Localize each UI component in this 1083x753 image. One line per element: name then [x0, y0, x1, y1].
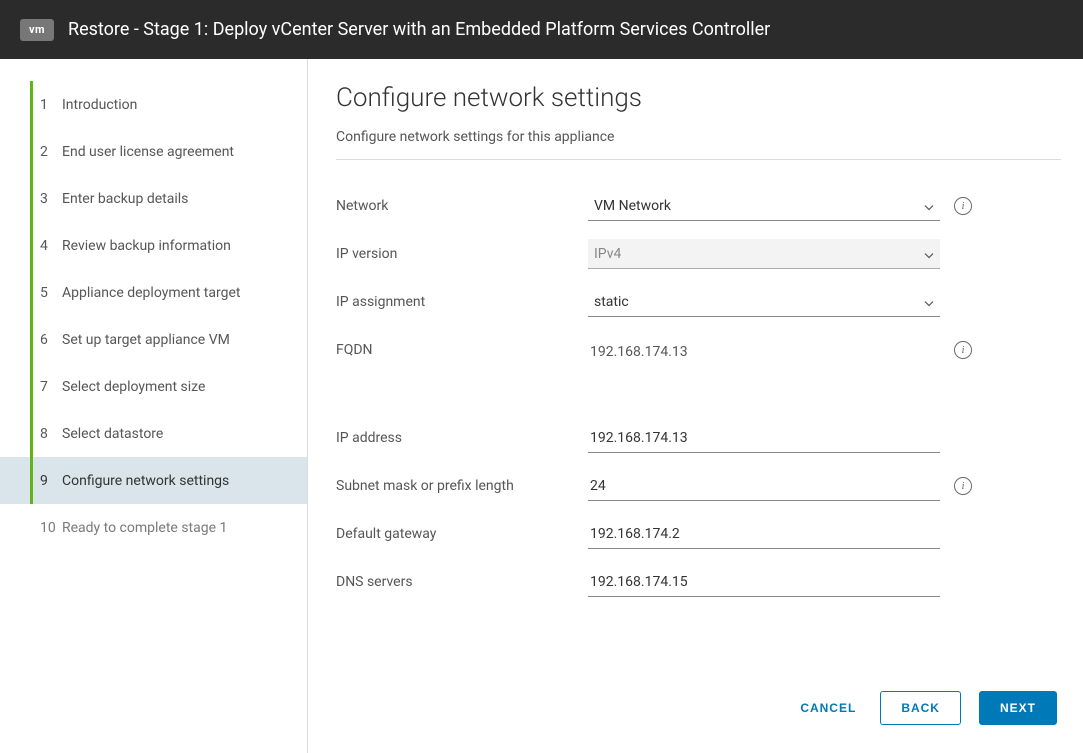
- step-number: 6: [40, 332, 62, 348]
- back-button[interactable]: BACK: [880, 691, 961, 725]
- info-icon[interactable]: i: [954, 341, 972, 359]
- dns-label: DNS servers: [336, 574, 588, 590]
- step-backup-details[interactable]: 3 Enter backup details: [0, 175, 307, 222]
- wizard-steps-sidebar: 1 Introduction 2 End user license agreem…: [0, 59, 308, 753]
- fqdn-label: FQDN: [336, 342, 588, 358]
- step-number: 10: [40, 520, 62, 536]
- gateway-label: Default gateway: [336, 526, 588, 542]
- field-ip-version: IP version IPv4: [336, 230, 1061, 278]
- ip-address-label: IP address: [336, 430, 588, 446]
- fqdn-value: 192.168.174.13: [588, 344, 690, 360]
- step-datastore[interactable]: 8 Select datastore: [0, 410, 307, 457]
- ip-assignment-select[interactable]: static: [588, 287, 940, 317]
- next-button[interactable]: NEXT: [979, 691, 1057, 725]
- gateway-input[interactable]: [588, 519, 940, 549]
- wizard-content: Configure network settings Configure net…: [308, 59, 1083, 753]
- step-label: Select deployment size: [62, 379, 307, 395]
- step-eula[interactable]: 2 End user license agreement: [0, 128, 307, 175]
- field-subnet: Subnet mask or prefix length i: [336, 462, 1061, 510]
- network-label: Network: [336, 198, 588, 214]
- ip-assignment-label: IP assignment: [336, 294, 588, 310]
- step-number: 8: [40, 426, 62, 442]
- wizard-footer: CANCEL BACK NEXT: [336, 673, 1061, 753]
- step-label: Select datastore: [62, 426, 307, 442]
- field-dns: DNS servers: [336, 558, 1061, 606]
- step-label: Ready to complete stage 1: [62, 520, 307, 536]
- step-ready-complete: 10 Ready to complete stage 1: [0, 504, 307, 551]
- ip-address-input[interactable]: [588, 423, 940, 453]
- dns-input[interactable]: [588, 567, 940, 597]
- step-deployment-target[interactable]: 5 Appliance deployment target: [0, 269, 307, 316]
- wizard-title: Restore - Stage 1: Deploy vCenter Server…: [68, 19, 770, 40]
- info-icon[interactable]: i: [954, 477, 972, 495]
- step-introduction[interactable]: 1 Introduction: [0, 81, 307, 128]
- step-label: Enter backup details: [62, 191, 307, 207]
- step-target-vm[interactable]: 6 Set up target appliance VM: [0, 316, 307, 363]
- step-label: Configure network settings: [62, 473, 307, 489]
- step-number: 4: [40, 238, 62, 254]
- ip-version-label: IP version: [336, 246, 588, 262]
- network-settings-form: Network VM Network i IP version IPv4: [336, 160, 1061, 606]
- step-label: Appliance deployment target: [62, 285, 307, 301]
- step-network-settings[interactable]: 9 Configure network settings: [0, 457, 307, 504]
- info-icon[interactable]: i: [954, 197, 972, 215]
- step-label: Set up target appliance VM: [62, 332, 307, 348]
- step-number: 3: [40, 191, 62, 207]
- field-network: Network VM Network i: [336, 182, 1061, 230]
- wizard-header: vm Restore - Stage 1: Deploy vCenter Ser…: [0, 0, 1083, 59]
- step-label: Review backup information: [62, 238, 307, 254]
- vmware-logo: vm: [20, 19, 54, 41]
- cancel-button[interactable]: CANCEL: [794, 693, 862, 723]
- field-gateway: Default gateway: [336, 510, 1061, 558]
- ip-version-select: IPv4: [588, 239, 940, 269]
- step-number: 7: [40, 379, 62, 395]
- page-subtitle: Configure network settings for this appl…: [336, 129, 1061, 160]
- step-review-backup[interactable]: 4 Review backup information: [0, 222, 307, 269]
- step-label: Introduction: [62, 97, 307, 113]
- step-label: End user license agreement: [62, 144, 307, 160]
- field-ip-assignment: IP assignment static: [336, 278, 1061, 326]
- page-title: Configure network settings: [336, 83, 1061, 113]
- subnet-label: Subnet mask or prefix length: [336, 478, 588, 494]
- field-ip-address: IP address: [336, 414, 1061, 462]
- subnet-input[interactable]: [588, 471, 940, 501]
- step-number: 9: [40, 473, 62, 489]
- step-number: 2: [40, 144, 62, 160]
- step-number: 1: [40, 97, 62, 113]
- step-deployment-size[interactable]: 7 Select deployment size: [0, 363, 307, 410]
- network-select[interactable]: VM Network: [588, 191, 940, 221]
- field-fqdn: FQDN 192.168.174.13 i: [336, 326, 1061, 374]
- step-number: 5: [40, 285, 62, 301]
